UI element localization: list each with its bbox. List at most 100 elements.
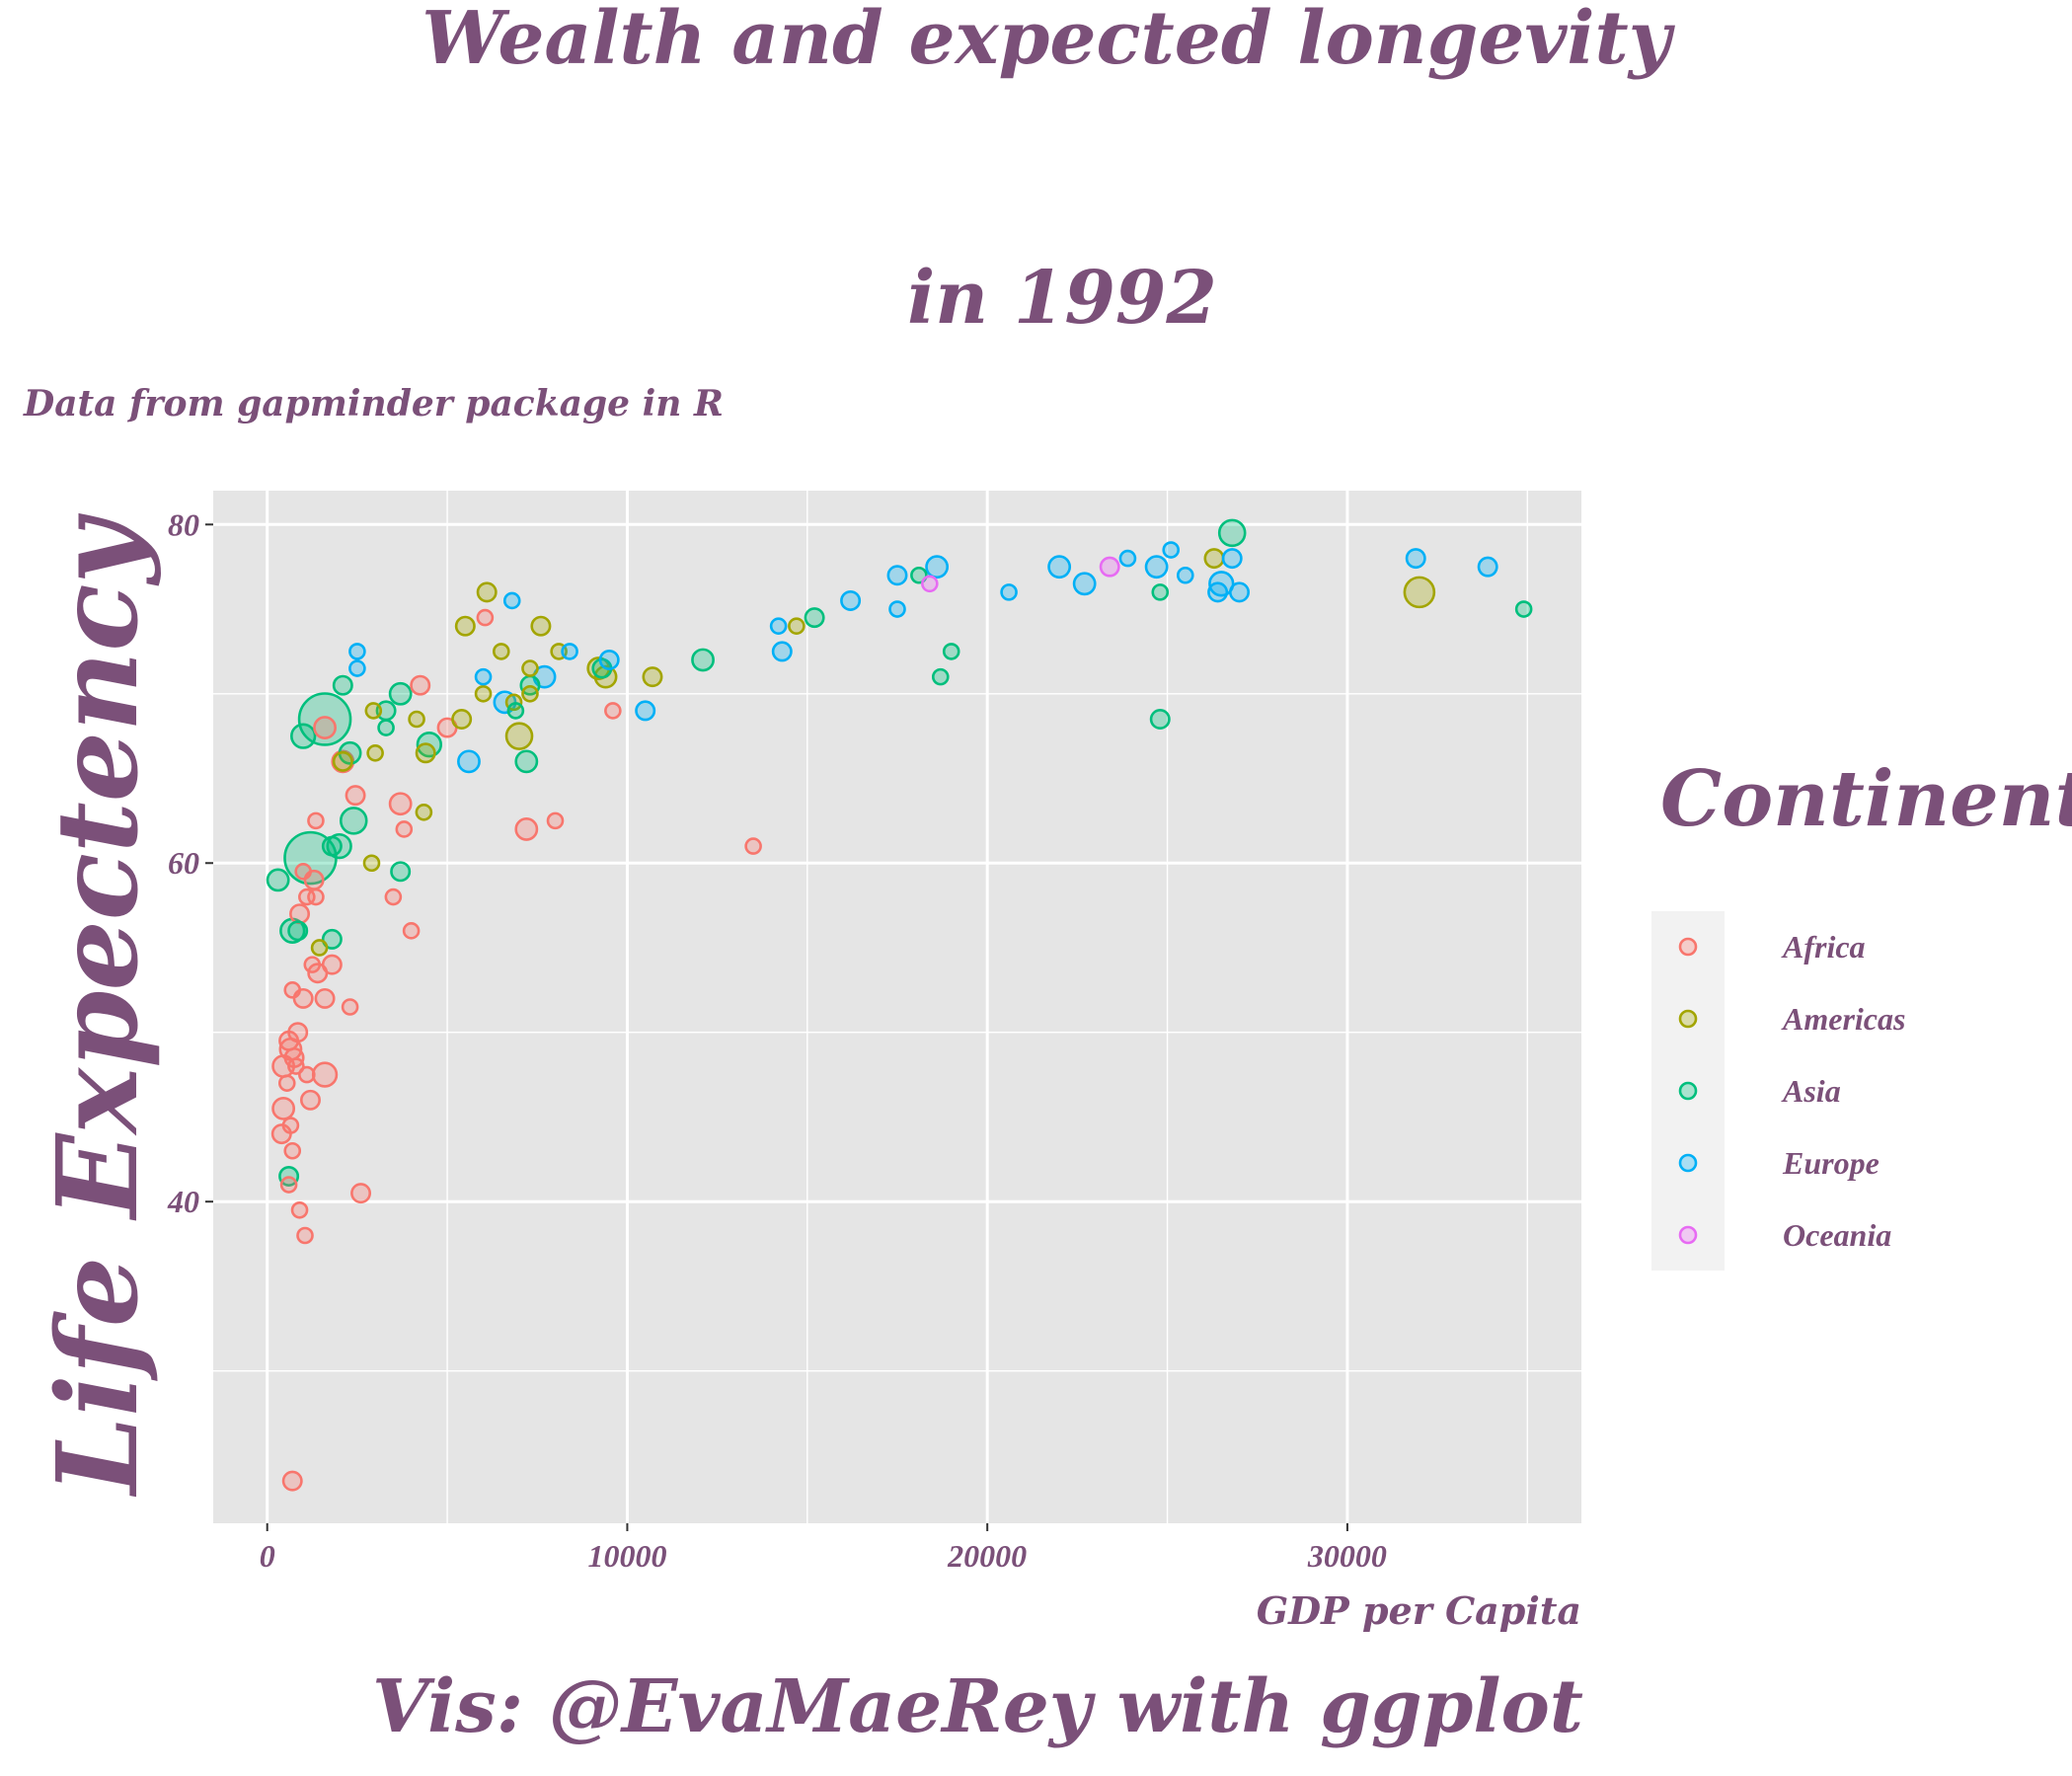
data-point-asia (931, 667, 950, 686)
data-point-americas (476, 581, 498, 603)
data-point-asia (1151, 583, 1170, 601)
data-point-americas (474, 684, 493, 703)
data-point-europe (1477, 556, 1498, 578)
legend-key-africa (1678, 937, 1698, 957)
data-point-americas (521, 659, 539, 677)
data-point-africa (298, 1065, 316, 1084)
data-point-africa (311, 1061, 339, 1088)
data-point-africa (345, 785, 366, 807)
data-point-africa (279, 1176, 298, 1194)
data-point-europe (1072, 572, 1097, 596)
chart-caption: Vis: @EvaMaeRey with ggplot (372, 1664, 1583, 1749)
data-point-africa (384, 888, 403, 906)
data-point-africa (289, 903, 311, 925)
data-point-asia (377, 719, 395, 736)
data-point-americas (504, 722, 534, 750)
y-axis-label: Life Expectency (34, 512, 163, 1497)
data-points (266, 518, 1533, 1492)
data-point-asia (266, 868, 290, 892)
data-point-asia (942, 643, 960, 660)
data-point-europe (1229, 581, 1250, 603)
data-point-europe (348, 659, 366, 677)
data-point-africa (744, 837, 762, 855)
data-point-africa (388, 792, 413, 816)
data-point-asia (1149, 709, 1171, 730)
data-point-americas (415, 742, 436, 764)
data-point-africa (476, 608, 495, 627)
data-point-americas (362, 854, 381, 873)
chart-title-line-1: Wealth and expected longevity (422, 0, 1675, 81)
axis-ticks: 0 10000 20000 30000 40 60 80 (167, 506, 1387, 1574)
legend-key-oceania (1678, 1225, 1698, 1245)
data-point-europe (769, 617, 788, 635)
data-point-oceania (1099, 556, 1120, 578)
data-point-asia (1514, 600, 1533, 618)
data-point-americas (1403, 576, 1436, 609)
data-point-europe (771, 641, 793, 662)
data-point-asia (287, 920, 309, 942)
data-point-asia (321, 928, 343, 950)
data-point-europe (886, 565, 908, 586)
data-point-asia (321, 835, 343, 857)
data-point-europe (348, 643, 366, 660)
data-point-europe (840, 589, 862, 611)
data-point-europe (1000, 583, 1018, 601)
data-point-africa (290, 1200, 309, 1219)
data-point-americas (366, 743, 384, 762)
legend-key-background (1651, 911, 1725, 1271)
data-point-americas (454, 615, 476, 637)
legend-label-africa: Africa (1781, 929, 1866, 965)
data-point-americas (492, 643, 510, 660)
data-point-europe (1118, 549, 1137, 568)
data-point-africa (303, 956, 322, 973)
data-point-americas (364, 702, 383, 720)
data-point-africa (307, 811, 325, 830)
data-point-africa (604, 702, 622, 720)
data-point-europe (1176, 566, 1194, 584)
x-tick-label: 20000 (947, 1538, 1027, 1574)
data-point-americas (642, 666, 663, 688)
data-point-asia (691, 648, 715, 672)
data-point-americas (415, 804, 433, 821)
data-point-europe (502, 591, 521, 610)
data-point-americas (788, 617, 806, 635)
legend-label-europe: Europe (1782, 1145, 1880, 1181)
data-point-europe (1405, 548, 1426, 570)
data-point-europe (474, 667, 493, 686)
data-point-europe (598, 649, 620, 670)
data-point-asia (332, 674, 353, 696)
legend-label-oceania: Oceania (1783, 1217, 1891, 1253)
data-point-asia (339, 807, 368, 835)
chart-title-line-2: in 1992 (907, 256, 1217, 341)
x-tick-label: 10000 (587, 1538, 666, 1574)
data-point-africa (298, 888, 316, 906)
data-point-asia (1217, 518, 1247, 548)
data-point-americas (310, 939, 329, 957)
data-point-americas (332, 750, 353, 772)
data-point-africa (296, 1226, 314, 1245)
data-point-europe (1221, 548, 1243, 570)
legend-label-americas: Americas (1781, 1001, 1905, 1037)
data-point-africa (321, 954, 343, 975)
data-point-africa (294, 863, 312, 881)
data-point-africa (410, 674, 431, 696)
data-point-africa (283, 1141, 302, 1160)
data-point-oceania (921, 575, 939, 593)
data-point-africa (271, 1096, 296, 1120)
data-point-europe (888, 600, 906, 618)
data-point-europe (635, 700, 656, 722)
data-point-europe (1144, 555, 1169, 579)
data-point-asia (326, 832, 352, 860)
data-point-africa (281, 1470, 303, 1492)
data-point-europe (1047, 555, 1072, 579)
data-point-africa (395, 820, 414, 838)
data-point-asia (290, 723, 317, 749)
data-point-asia (388, 681, 413, 706)
data-point-americas (521, 684, 539, 703)
legend-label-asia: Asia (1781, 1073, 1841, 1109)
data-point-africa (546, 811, 565, 830)
data-point-africa (299, 1089, 321, 1111)
data-point-asia (804, 607, 825, 629)
data-point-europe (457, 749, 481, 774)
